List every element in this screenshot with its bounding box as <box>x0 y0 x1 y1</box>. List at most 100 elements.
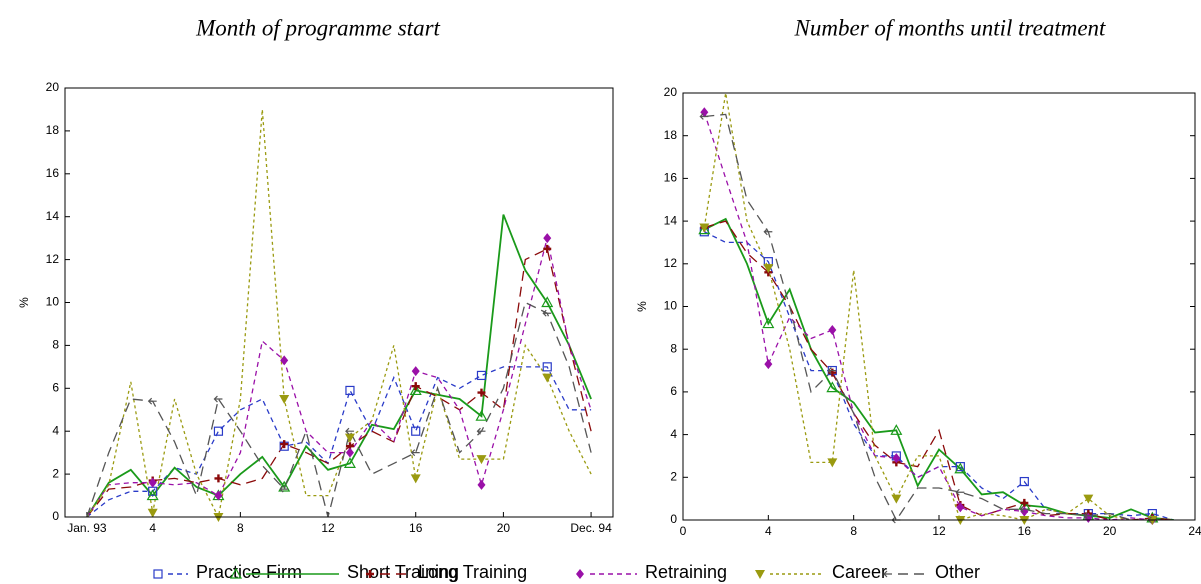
plot-area <box>86 109 592 517</box>
marker <box>214 490 223 501</box>
y-tick-label: 10 <box>46 295 60 309</box>
marker <box>826 381 839 393</box>
legend-label: Long Training <box>418 562 527 582</box>
marker <box>699 223 710 233</box>
marker <box>280 355 289 366</box>
marker <box>892 453 901 464</box>
marker <box>827 458 838 468</box>
marker <box>345 427 354 435</box>
series-line <box>86 237 592 517</box>
series-line <box>86 301 592 517</box>
marker <box>213 395 223 403</box>
plot-area <box>703 93 1174 520</box>
marker <box>345 385 355 396</box>
legend-label: Other <box>935 562 980 582</box>
x-tick-label: 4 <box>149 521 156 535</box>
marker <box>411 426 421 436</box>
x-tick-label: 16 <box>409 521 423 535</box>
y-tick-label: 18 <box>664 128 678 142</box>
x-tick-label: 20 <box>497 521 511 535</box>
marker <box>541 296 554 308</box>
y-tick-label: 10 <box>664 299 678 313</box>
y-tick-label: 18 <box>46 123 60 137</box>
y-tick-label: 20 <box>664 85 678 99</box>
y-tick-label: 6 <box>52 380 59 394</box>
y-tick-label: 12 <box>46 252 60 266</box>
marker <box>542 362 552 372</box>
marker <box>279 395 290 405</box>
marker <box>1083 494 1094 504</box>
legend-label: Practice Firm <box>196 562 302 582</box>
y-tick-label: 6 <box>670 384 677 398</box>
series-line <box>704 231 1174 520</box>
marker <box>147 508 158 518</box>
y-tick-label: 16 <box>664 171 678 185</box>
x-tick-label: 16 <box>1018 524 1032 538</box>
marker <box>890 424 903 435</box>
y-tick-label: 12 <box>664 256 678 270</box>
marker <box>410 474 421 484</box>
marker <box>542 309 552 317</box>
marker <box>764 359 773 370</box>
y-tick-label: 14 <box>664 213 678 227</box>
y-tick-label: 16 <box>46 166 60 180</box>
legend-label: Career <box>832 562 887 582</box>
x-tick-label: 24 <box>1188 524 1201 538</box>
y-tick-label: 8 <box>670 341 677 355</box>
marker <box>147 397 157 405</box>
marker <box>1020 498 1029 507</box>
series-line <box>703 112 1174 520</box>
marker <box>763 264 774 274</box>
marker <box>1083 512 1093 520</box>
series-line <box>704 113 1174 520</box>
marker <box>543 244 552 253</box>
marker <box>280 440 289 449</box>
marker <box>476 455 487 465</box>
marker <box>410 449 420 457</box>
y-tick-label: 14 <box>46 209 60 223</box>
marker <box>411 382 420 391</box>
x-tick-label: 12 <box>321 521 335 535</box>
x-tick-label: 0 <box>680 524 687 538</box>
series-line <box>703 217 1174 520</box>
marker <box>411 366 420 377</box>
marker <box>1019 505 1029 513</box>
marker <box>891 494 902 504</box>
marker <box>279 485 289 493</box>
marker <box>214 474 223 483</box>
y-axis-label: % <box>17 297 31 308</box>
series-line <box>86 366 592 517</box>
marker <box>344 433 355 443</box>
marker <box>477 388 486 397</box>
x-tick-label: 20 <box>1103 524 1117 538</box>
legend-marker <box>153 569 163 579</box>
marker <box>827 367 837 374</box>
marker <box>146 489 159 501</box>
marker <box>1019 476 1029 487</box>
marker <box>278 480 291 492</box>
marker <box>477 479 486 490</box>
y-axis-label: % <box>635 301 649 312</box>
legend-marker <box>366 570 374 578</box>
legend-label: Retraining <box>645 562 727 582</box>
legend-marker <box>755 570 765 579</box>
y-tick-label: 8 <box>52 338 59 352</box>
plot-frame <box>64 87 614 518</box>
x-tick-label: Jan. 93 <box>67 521 107 535</box>
marker <box>698 223 711 235</box>
x-tick-label: 4 <box>765 524 772 538</box>
marker <box>213 426 224 436</box>
marker <box>343 457 356 468</box>
y-tick-label: 20 <box>46 80 60 94</box>
marker <box>955 488 965 496</box>
plot-frame <box>682 92 1196 521</box>
marker <box>148 477 157 488</box>
marker <box>543 233 552 244</box>
chart-title: Month of programme start <box>195 15 440 40</box>
y-tick-label: 0 <box>670 512 677 526</box>
marker <box>476 427 486 435</box>
chart-title: Number of months until treatment <box>794 15 1107 40</box>
x-tick-label: Dec. 94 <box>570 521 612 535</box>
